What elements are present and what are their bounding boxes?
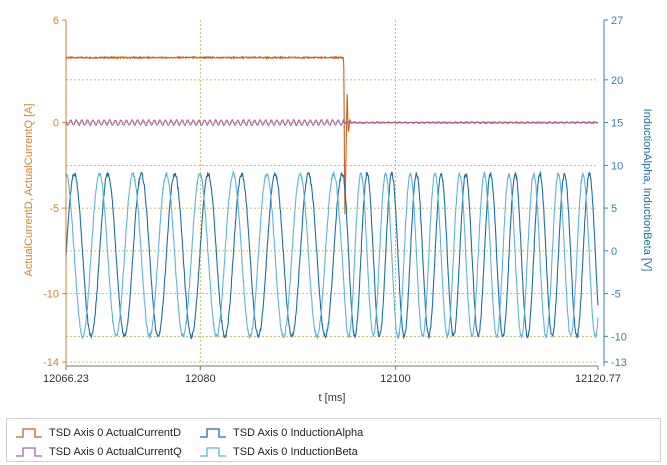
legend-item-induction-alpha[interactable]: TSD Axis 0 InductionAlpha [199, 427, 363, 439]
x-tick-label: 12080 [185, 373, 216, 385]
x-tick-label: 12066.23 [43, 373, 89, 385]
legend-label: TSD Axis 0 InductionBeta [233, 446, 358, 459]
legend-label: TSD Axis 0 ActualCurrentQ [49, 446, 182, 459]
y-right-axis-title: InductionAlpha, InductionBeta [V] [641, 109, 653, 272]
step-line-swatch-icon [200, 447, 226, 457]
step-line-swatch-icon [16, 428, 42, 438]
y-left-tick-label: 0 [53, 118, 59, 130]
y-left-axis-title: ActualCurrentD, ActualCurrentQ [A] [23, 103, 35, 276]
legend-item-induction-beta[interactable]: TSD Axis 0 InductionBeta [199, 446, 358, 458]
y-right-tick-label: 27 [611, 15, 623, 27]
y-right-tick-label: 10 [611, 160, 623, 172]
series-line-1 [65, 117, 599, 127]
legend-label: TSD Axis 0 InductionAlpha [233, 427, 364, 440]
series-line-3 [65, 170, 599, 341]
legend-item-actual-current-d[interactable]: TSD Axis 0 ActualCurrentD [15, 427, 181, 439]
grid-lines [66, 20, 598, 363]
x-axis-title: t [ms] [319, 392, 346, 404]
x-tick-label: 12100 [380, 373, 411, 385]
y-right-tick-label: -10 [611, 331, 627, 343]
y-left-tick-label: 6 [53, 15, 59, 27]
step-line-swatch-icon [200, 428, 226, 438]
tick-labels: 6 0 -5 -10 -14 27 20 15 10 5 0 -5 -10 -13 12066.23 1208… [43, 15, 627, 385]
y-right-tick-label: 20 [611, 75, 623, 87]
y-left-tick-label: -14 [43, 357, 59, 369]
y-right-tick-label: 0 [611, 246, 617, 258]
y-left-tick-label: -10 [43, 289, 59, 301]
legend-label: TSD Axis 0 ActualCurrentD [49, 427, 182, 440]
legend-item-actual-current-q[interactable]: TSD Axis 0 ActualCurrentQ [15, 446, 182, 458]
series-line-2 [65, 170, 599, 340]
y-right-tick-label: 5 [611, 203, 617, 215]
legend: TSD Axis 0 ActualCurrentD TSD Axis 0 Act… [6, 418, 661, 462]
y-right-tick-label: -5 [611, 289, 621, 301]
step-line-swatch-icon [16, 447, 42, 457]
y-left-tick-label: -5 [49, 203, 59, 215]
x-tick-label: 12120.77 [575, 373, 621, 385]
y-right-tick-label: 15 [611, 118, 623, 130]
chart-svg: 6 0 -5 -10 -14 27 20 15 10 5 0 -5 -10 -13 12066.23 1208… [23, 15, 653, 404]
series-layer [65, 55, 599, 341]
y-right-tick-label: -13 [611, 357, 627, 369]
axes [62, 19, 608, 370]
